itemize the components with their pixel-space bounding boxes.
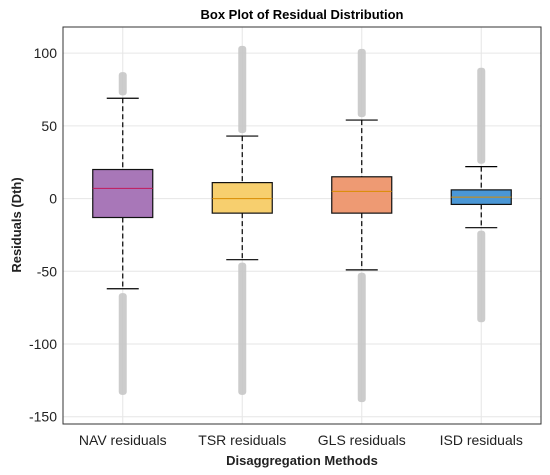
y-tick-label: 0 bbox=[49, 191, 57, 207]
y-tick-labels: 100 50 0 -50 -100 -150 bbox=[29, 45, 57, 425]
x-axis-label: Disaggregation Methods bbox=[226, 453, 378, 468]
box bbox=[211, 182, 273, 214]
box bbox=[331, 176, 393, 214]
y-tick-label: -50 bbox=[37, 263, 57, 279]
outlier-cloud bbox=[357, 48, 366, 118]
x-tick-label: ISD residuals bbox=[440, 432, 523, 448]
outlier-cloud bbox=[477, 67, 486, 164]
outlier-cloud bbox=[238, 262, 247, 395]
y-tick-label: -150 bbox=[29, 409, 57, 425]
x-tick-labels: NAV residuals TSR residuals GLS residuals I… bbox=[79, 432, 523, 448]
plot-frame bbox=[62, 26, 542, 425]
x-tick-label: NAV residuals bbox=[79, 432, 167, 448]
outlier-cloud bbox=[118, 293, 127, 395]
boxes bbox=[92, 97, 512, 290]
x-tick-label: TSR residuals bbox=[198, 432, 286, 448]
x-tick-label: GLS residuals bbox=[318, 432, 406, 448]
chart-title: Box Plot of Residual Distribution bbox=[201, 7, 404, 22]
box bbox=[92, 168, 154, 219]
outlier-cloud bbox=[238, 45, 247, 134]
outlier-points bbox=[118, 45, 486, 403]
outlier-cloud bbox=[477, 230, 486, 323]
y-tick-label: 100 bbox=[34, 45, 58, 61]
y-tick-label: -100 bbox=[29, 336, 57, 352]
outlier-cloud bbox=[357, 272, 366, 403]
outlier-cloud bbox=[118, 72, 127, 96]
y-tick-label: 50 bbox=[41, 118, 57, 134]
y-axis-label: Residuals (Dth) bbox=[9, 177, 24, 272]
